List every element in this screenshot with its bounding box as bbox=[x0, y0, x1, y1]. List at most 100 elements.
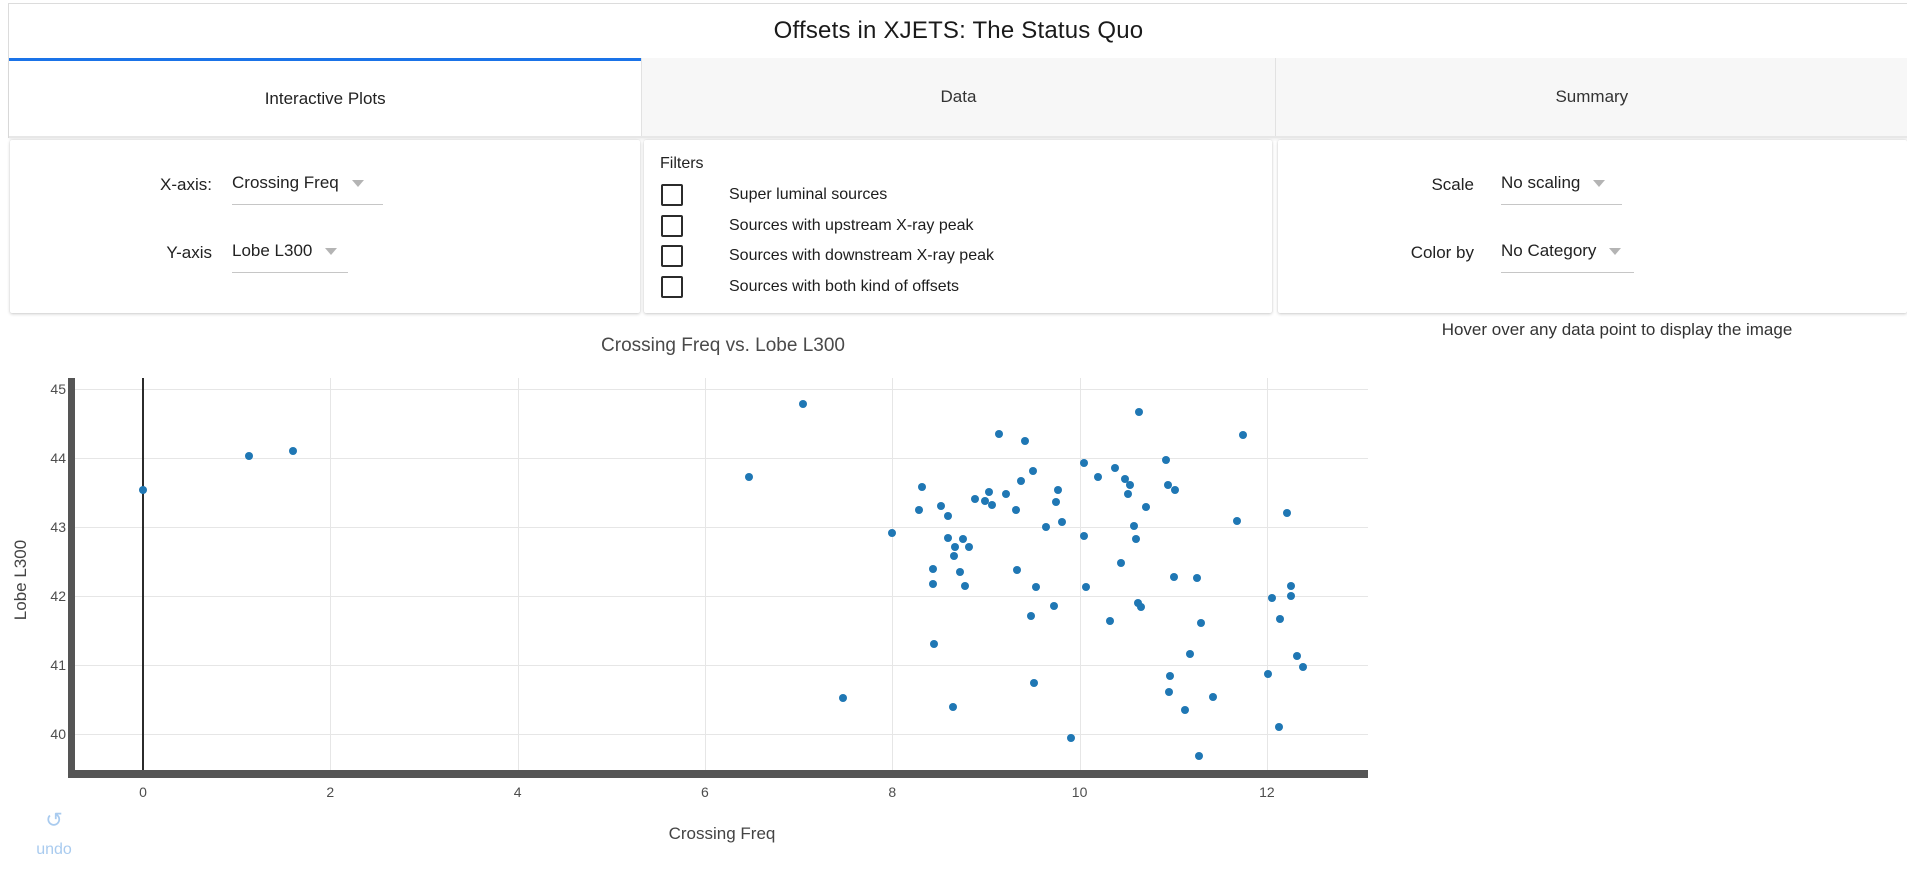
checkbox-icon[interactable] bbox=[661, 184, 683, 206]
data-point[interactable] bbox=[1287, 592, 1296, 601]
data-point[interactable] bbox=[1052, 497, 1061, 506]
data-point[interactable] bbox=[1080, 532, 1089, 541]
data-point[interactable] bbox=[288, 447, 297, 455]
data-point[interactable] bbox=[1026, 611, 1035, 620]
data-point[interactable] bbox=[1197, 619, 1206, 628]
data-point[interactable] bbox=[1116, 559, 1125, 568]
data-point[interactable] bbox=[1134, 407, 1143, 416]
data-point[interactable] bbox=[929, 579, 938, 588]
data-point[interactable] bbox=[1137, 603, 1146, 612]
data-point[interactable] bbox=[1195, 751, 1204, 760]
data-point[interactable] bbox=[1001, 490, 1010, 499]
data-point[interactable] bbox=[943, 533, 952, 542]
data-point[interactable] bbox=[1186, 650, 1195, 659]
data-point[interactable] bbox=[929, 564, 938, 573]
data-point[interactable] bbox=[1166, 671, 1175, 680]
data-point[interactable] bbox=[988, 501, 997, 510]
data-point[interactable] bbox=[958, 535, 967, 544]
undo-button-label[interactable]: undo bbox=[36, 841, 72, 858]
data-point[interactable] bbox=[1238, 431, 1247, 440]
data-point[interactable] bbox=[1208, 692, 1217, 701]
data-point[interactable] bbox=[1161, 455, 1170, 464]
data-point[interactable] bbox=[1287, 582, 1296, 591]
tab-interactive-plots[interactable]: Interactive Plots bbox=[9, 58, 642, 136]
data-point[interactable] bbox=[944, 512, 953, 521]
data-point[interactable] bbox=[1170, 573, 1179, 582]
data-point[interactable] bbox=[1111, 463, 1120, 472]
checkbox-icon[interactable] bbox=[661, 276, 683, 298]
data-point[interactable] bbox=[1105, 617, 1114, 626]
data-point[interactable] bbox=[951, 543, 960, 552]
data-point[interactable] bbox=[1050, 602, 1059, 611]
y-axis-select[interactable]: Lobe L300 bbox=[232, 241, 348, 273]
data-point[interactable] bbox=[1031, 582, 1040, 591]
checkbox-icon[interactable] bbox=[661, 245, 683, 267]
data-point[interactable] bbox=[984, 488, 993, 497]
data-point[interactable] bbox=[1232, 517, 1241, 526]
tab-data[interactable]: Data bbox=[641, 58, 1275, 136]
filter-both-offsets[interactable]: Sources with both kind of offsets bbox=[661, 276, 959, 298]
data-point[interactable] bbox=[950, 551, 959, 560]
data-point[interactable] bbox=[744, 473, 753, 482]
data-point[interactable] bbox=[139, 486, 147, 495]
data-point[interactable] bbox=[970, 494, 979, 503]
data-point[interactable] bbox=[888, 529, 897, 537]
data-point[interactable] bbox=[1163, 481, 1172, 490]
filter-label[interactable]: Sources with upstream X-ray peak bbox=[729, 217, 974, 234]
data-point[interactable] bbox=[1275, 722, 1284, 731]
data-point[interactable] bbox=[1021, 437, 1030, 446]
data-point[interactable] bbox=[965, 542, 974, 551]
data-point[interactable] bbox=[1057, 517, 1066, 526]
data-point[interactable] bbox=[1282, 509, 1291, 518]
data-point[interactable] bbox=[1121, 474, 1130, 483]
data-point[interactable] bbox=[1011, 506, 1020, 515]
data-point[interactable] bbox=[995, 430, 1004, 439]
filter-super-luminal[interactable]: Super luminal sources bbox=[661, 184, 887, 206]
data-point[interactable] bbox=[1094, 473, 1103, 482]
data-point[interactable] bbox=[1181, 706, 1190, 715]
data-point[interactable] bbox=[914, 505, 923, 514]
data-point[interactable] bbox=[955, 567, 964, 576]
data-point[interactable] bbox=[1124, 489, 1133, 498]
data-point[interactable] bbox=[1126, 481, 1135, 490]
data-point[interactable] bbox=[1129, 522, 1138, 531]
filter-upstream-xray[interactable]: Sources with upstream X-ray peak bbox=[661, 215, 974, 237]
data-point[interactable] bbox=[949, 702, 958, 711]
filter-downstream-xray[interactable]: Sources with downstream X-ray peak bbox=[661, 245, 994, 267]
scale-select[interactable]: No scaling bbox=[1501, 173, 1622, 205]
color-by-select[interactable]: No Category bbox=[1501, 241, 1634, 273]
data-point[interactable] bbox=[1267, 593, 1276, 602]
data-point[interactable] bbox=[1192, 574, 1201, 583]
data-point[interactable] bbox=[1041, 522, 1050, 531]
data-point[interactable] bbox=[1028, 466, 1037, 475]
data-point[interactable] bbox=[244, 451, 253, 460]
data-point[interactable] bbox=[1171, 486, 1180, 495]
data-point[interactable] bbox=[961, 582, 970, 591]
data-point[interactable] bbox=[981, 497, 989, 506]
undo-icon[interactable]: ↺ bbox=[45, 809, 63, 832]
data-point[interactable] bbox=[930, 639, 939, 648]
data-point[interactable] bbox=[1131, 535, 1140, 544]
data-point[interactable] bbox=[1082, 582, 1091, 591]
data-point[interactable] bbox=[1133, 599, 1142, 608]
data-point[interactable] bbox=[1164, 688, 1173, 697]
data-point[interactable] bbox=[1067, 733, 1076, 742]
filter-label[interactable]: Sources with both kind of offsets bbox=[729, 278, 960, 295]
data-point[interactable] bbox=[1299, 662, 1308, 671]
undo-button[interactable]: ↺ undo bbox=[30, 810, 78, 859]
data-point[interactable] bbox=[799, 400, 808, 409]
data-point[interactable] bbox=[918, 482, 927, 491]
filter-label[interactable]: Sources with downstream X-ray peak bbox=[729, 247, 994, 264]
data-point[interactable] bbox=[1080, 458, 1089, 467]
data-point[interactable] bbox=[1029, 678, 1038, 687]
tab-summary[interactable]: Summary bbox=[1274, 58, 1907, 136]
data-point[interactable] bbox=[1263, 670, 1272, 679]
data-point[interactable] bbox=[838, 694, 847, 703]
filter-label[interactable]: Super luminal sources bbox=[729, 186, 888, 203]
data-point[interactable] bbox=[1012, 565, 1021, 574]
data-point[interactable] bbox=[936, 502, 945, 511]
data-point[interactable] bbox=[1276, 615, 1285, 624]
data-point[interactable] bbox=[1142, 502, 1151, 511]
data-point[interactable] bbox=[1054, 486, 1063, 495]
data-point[interactable] bbox=[1292, 652, 1301, 661]
